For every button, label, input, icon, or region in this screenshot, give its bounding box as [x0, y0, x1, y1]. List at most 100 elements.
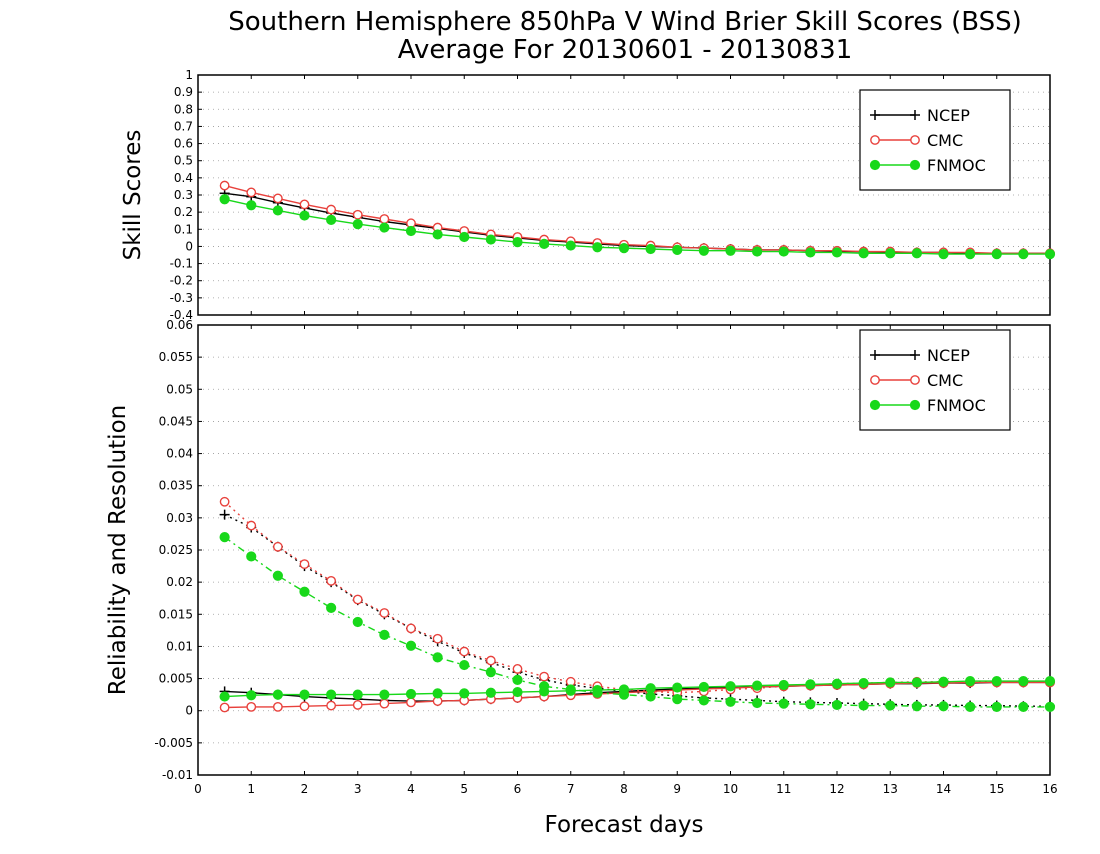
legend-label: NCEP: [927, 346, 970, 365]
data-point: [965, 701, 976, 712]
data-point: [539, 681, 550, 692]
data-point: [459, 646, 470, 657]
data-point: [246, 690, 257, 701]
legend-marker: [909, 159, 921, 171]
x-tick-label: 0: [194, 782, 202, 796]
data-point: [352, 689, 363, 700]
data-point: [539, 238, 550, 249]
data-point: [1044, 676, 1056, 687]
y-tick-label: -0.3: [170, 291, 193, 305]
data-point: [672, 244, 683, 255]
y-tick-label: 0.2: [174, 205, 193, 219]
data-point: [299, 586, 310, 597]
legend-marker: [869, 159, 881, 171]
data-point: [1044, 249, 1056, 260]
y-tick-label: 0.005: [159, 672, 193, 686]
y-tick-label: 0: [185, 704, 193, 718]
legend-marker: [910, 375, 920, 385]
y-tick-label: 0.03: [166, 511, 193, 525]
data-point: [405, 640, 417, 651]
data-point: [911, 677, 922, 688]
data-point: [698, 245, 709, 256]
series-line: [224, 501, 1051, 694]
data-point: [858, 677, 869, 689]
data-point: [272, 541, 283, 552]
y-tick-label: 0.4: [174, 171, 193, 185]
legend-label: FNMOC: [927, 156, 986, 175]
data-point: [672, 694, 683, 705]
x-tick-label: 8: [620, 782, 628, 796]
data-point: [379, 689, 390, 700]
y-tick-label: -0.01: [162, 768, 193, 782]
x-tick-label: 7: [567, 782, 575, 796]
x-tick-label: 12: [829, 782, 844, 796]
legend-marker: [910, 350, 920, 360]
x-axis-title: Forecast days: [545, 812, 704, 838]
data-point: [459, 231, 470, 243]
data-point: [432, 688, 443, 699]
data-point: [938, 701, 949, 712]
data-point: [326, 700, 337, 711]
data-point: [352, 594, 363, 605]
data-point: [725, 696, 736, 707]
data-point: [778, 679, 789, 691]
y-tick-label: 0.6: [174, 137, 193, 151]
data-point: [352, 616, 363, 628]
data-point: [326, 214, 337, 225]
data-point: [618, 243, 630, 254]
x-tick-label: 14: [936, 782, 951, 796]
data-point: [1018, 249, 1029, 260]
data-point: [592, 687, 603, 698]
data-point: [938, 249, 949, 260]
data-point: [299, 199, 310, 210]
data-point: [352, 700, 363, 710]
data-point: [352, 219, 363, 230]
y-tick-label: -0.2: [170, 274, 193, 288]
data-point: [831, 678, 843, 689]
data-point: [272, 205, 283, 216]
y-tick-label: 0.8: [174, 102, 193, 116]
data-point: [485, 667, 496, 678]
y-tick-label: 0.055: [159, 350, 193, 364]
data-point: [752, 680, 763, 691]
y-tick-label: 0.7: [174, 119, 193, 133]
x-tick-label: 2: [301, 782, 309, 796]
x-tick-label: 16: [1042, 782, 1057, 796]
data-point: [432, 652, 443, 663]
data-point: [698, 681, 709, 693]
x-tick-label: 11: [776, 782, 791, 796]
data-point: [965, 249, 976, 260]
data-point: [512, 664, 523, 674]
data-point: [326, 602, 337, 613]
data-point: [352, 209, 363, 220]
data-point: [299, 559, 310, 570]
series-line: [224, 513, 1050, 707]
legend-marker: [870, 375, 880, 385]
data-point: [1044, 701, 1056, 712]
data-point: [885, 677, 896, 688]
plot-frame: [197, 74, 1051, 316]
data-point: [219, 702, 230, 713]
data-point: [965, 676, 976, 687]
top-panel: 1 0.9 0.8 0.7 0.6 0.5 0.4 0.3 0.2 0.1 0 -0.1 -0.2 -0.…: [170, 68, 1056, 322]
data-point: [858, 700, 869, 711]
data-point: [432, 633, 443, 644]
chart-subtitle: Average For 20130601 - 20130831: [398, 35, 853, 65]
x-tick-label: 15: [989, 782, 1004, 796]
data-point: [459, 688, 470, 699]
data-point: [219, 496, 230, 507]
legend-marker: [909, 399, 921, 411]
y-tick-label: 0.1: [174, 222, 193, 236]
x-tick-label: 1: [247, 782, 255, 796]
legend-marker: [869, 399, 881, 411]
x-tick-label: 6: [514, 782, 522, 796]
data-point: [512, 674, 523, 685]
data-point: [299, 689, 310, 700]
data-point: [911, 248, 922, 259]
top-y-axis-title: Skill Scores: [120, 130, 146, 261]
data-point: [645, 683, 656, 694]
x-tick-label: 10: [723, 782, 738, 796]
data-point: [406, 623, 416, 634]
